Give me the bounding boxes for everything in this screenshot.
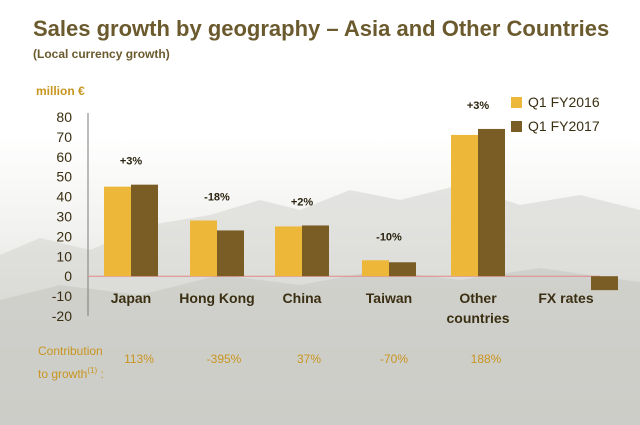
bar-fx-rates-q1-fy2017 [591, 276, 618, 291]
category-label-hong-kong: Hong Kong [179, 290, 254, 306]
category-label-china: China [283, 290, 322, 306]
y-tick-label: 30 [56, 209, 72, 225]
bar-taiwan-q1-fy2017 [389, 262, 416, 277]
bar-other-countries-q1-fy2017 [478, 128, 505, 277]
y-tick-label: 20 [56, 228, 72, 244]
y-tick-label: 0 [64, 268, 72, 284]
growth-label-taiwan: -10% [376, 231, 402, 243]
bar-china-q1-fy2017 [302, 225, 329, 277]
bar-japan-q1-fy2017 [131, 184, 158, 277]
chart-subtitle: (Local currency growth) [33, 47, 170, 61]
bar-china-q1-fy2016 [275, 226, 302, 277]
category-label-japan: Japan [111, 290, 151, 306]
chart-legend: Q1 FY2016 Q1 FY2017 [511, 90, 600, 138]
y-tick-label: -20 [52, 308, 72, 324]
category-label-taiwan: Taiwan [366, 290, 412, 306]
y-tick-label: 50 [56, 169, 72, 185]
y-tick-label: 70 [56, 129, 72, 145]
bar-hong-kong-q1-fy2016 [190, 220, 217, 277]
y-axis-unit-label: million € [36, 84, 85, 98]
legend-swatch-q1-fy2016 [511, 96, 522, 108]
bar-hong-kong-q1-fy2017 [217, 230, 244, 277]
growth-label-china: +2% [291, 196, 314, 208]
y-tick-label: -10 [52, 288, 72, 304]
chart-title: Sales growth by geography – Asia and Oth… [33, 16, 610, 41]
legend-swatch-q1-fy2017 [511, 120, 522, 132]
bar-other-countries-q1-fy2016 [451, 134, 478, 277]
growth-label-japan: +3% [120, 156, 143, 168]
legend-label-q1-fy2016: Q1 FY2016 [528, 94, 600, 110]
legend-item-q1-fy2016: Q1 FY2016 [511, 90, 600, 114]
y-tick-label: 10 [56, 248, 72, 264]
bar-taiwan-q1-fy2016 [362, 260, 389, 277]
category-label-fx-rates: FX rates [538, 290, 593, 306]
y-tick-label: 80 [56, 109, 72, 125]
category-label-other-countries-line1: Other [459, 290, 497, 306]
legend-item-q1-fy2017: Q1 FY2017 [511, 114, 600, 138]
growth-label-other-countries: +3% [467, 100, 490, 112]
growth-label-hong-kong: -18% [204, 191, 230, 203]
y-tick-label: 60 [56, 149, 72, 165]
legend-label-q1-fy2017: Q1 FY2017 [528, 118, 600, 134]
category-label-other-countries-line2: countries [446, 310, 509, 326]
y-tick-label: 40 [56, 189, 72, 205]
bar-japan-q1-fy2016 [104, 186, 131, 277]
